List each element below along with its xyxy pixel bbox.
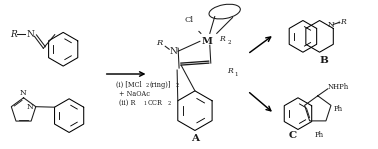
Text: 1: 1 — [235, 72, 238, 76]
Text: N: N — [328, 21, 335, 29]
Text: CCR: CCR — [148, 99, 163, 107]
Text: N: N — [26, 30, 34, 39]
Text: 2: 2 — [146, 83, 149, 88]
Text: (ring)]: (ring)] — [150, 81, 171, 89]
Text: +: + — [336, 20, 341, 25]
Text: R: R — [340, 18, 346, 26]
Text: R: R — [10, 30, 16, 39]
Text: A: A — [191, 134, 199, 143]
Text: R: R — [219, 35, 225, 43]
Text: + NaOAc: + NaOAc — [119, 90, 150, 98]
Text: Ph: Ph — [334, 105, 343, 113]
Text: Ph: Ph — [314, 131, 323, 139]
Text: 1: 1 — [144, 101, 147, 106]
Text: R: R — [227, 67, 232, 75]
Text: C: C — [289, 131, 297, 140]
Text: (ii) R: (ii) R — [119, 99, 136, 107]
Text: (i) [MCl: (i) [MCl — [116, 81, 142, 89]
Text: Cl: Cl — [184, 15, 194, 24]
Text: 2: 2 — [168, 101, 171, 106]
Text: 2: 2 — [176, 83, 179, 88]
Text: B: B — [319, 56, 328, 65]
Text: NHPh: NHPh — [328, 83, 349, 91]
Text: R: R — [156, 39, 163, 47]
Text: N: N — [27, 103, 34, 111]
Text: 2: 2 — [228, 40, 231, 45]
Text: N: N — [19, 89, 26, 97]
Text: M: M — [201, 37, 212, 46]
Text: N: N — [169, 47, 177, 56]
